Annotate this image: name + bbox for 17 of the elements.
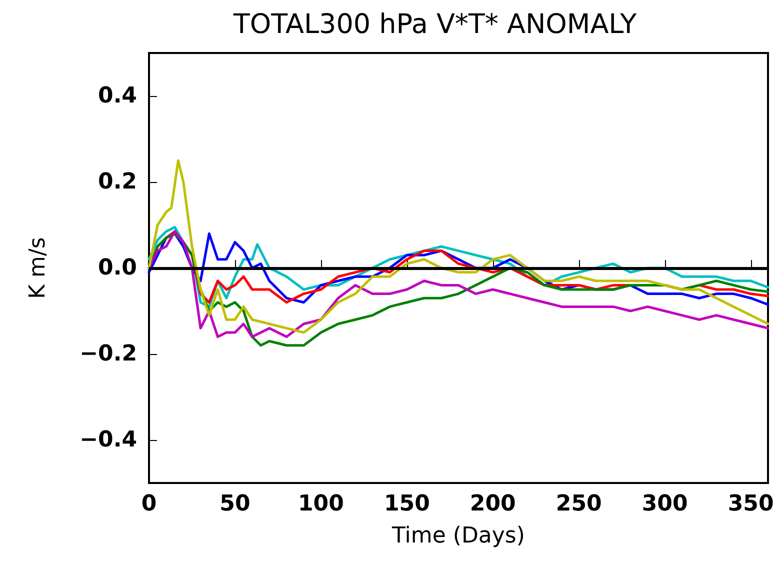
y-tick-label: −0.2	[80, 342, 137, 366]
y-tick-label: 0.4	[98, 84, 137, 108]
line-series	[148, 159, 770, 334]
x-tick-label: 250	[556, 492, 602, 516]
y-tick-label: 0.2	[98, 170, 137, 194]
y-axis-title: K m/s	[26, 237, 50, 299]
x-tick-label: 100	[298, 492, 344, 516]
chart-title: TOTAL300 hPa V*T* ANOMALY	[232, 9, 638, 40]
x-tick-label: 350	[728, 492, 774, 516]
x-tick-label: 300	[642, 492, 688, 516]
y-tick-label: 0.0	[98, 256, 137, 280]
x-tick-label: 50	[220, 492, 250, 516]
x-tick-label: 0	[141, 492, 157, 516]
x-tick-label: 150	[384, 492, 430, 516]
x-axis-title: Time (Days)	[391, 524, 525, 548]
x-tick-label: 200	[470, 492, 516, 516]
y-tick-label: −0.4	[80, 428, 137, 452]
